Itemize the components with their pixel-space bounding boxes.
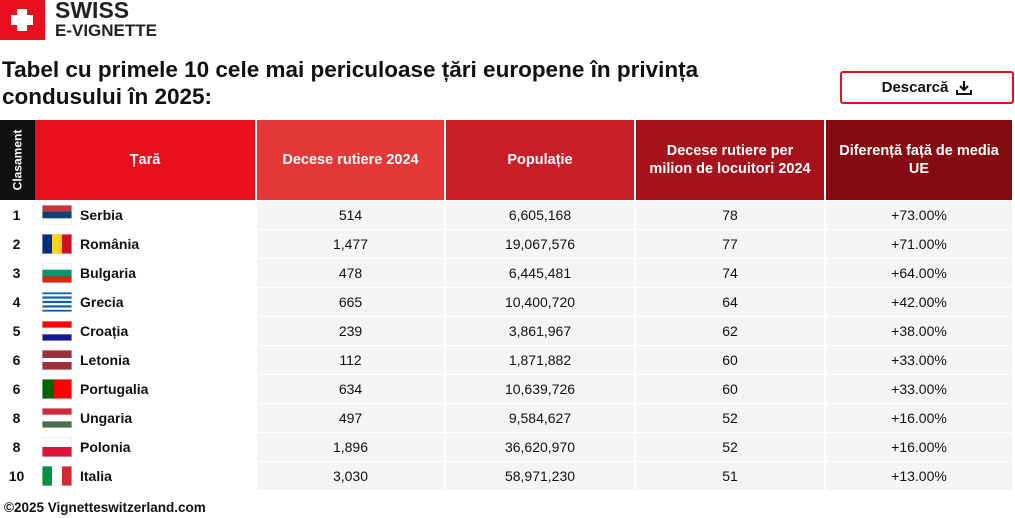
table-cell: 1 <box>0 201 33 229</box>
table-cell: 665 <box>257 288 444 316</box>
table-cell: 2 <box>0 230 33 258</box>
table-cell: +64.00% <box>826 259 1012 287</box>
table-cell: 478 <box>257 259 444 287</box>
column-header: Țară <box>35 120 255 200</box>
table-cell: 8 <box>0 433 33 461</box>
table-cell: 634 <box>257 375 444 403</box>
table-cell: 497 <box>257 404 444 432</box>
button-label: Descarcă <box>881 79 949 96</box>
table-cell: 10,400,720 <box>446 288 634 316</box>
table-cell: 3,861,967 <box>446 317 634 345</box>
table-cell: 64 <box>636 288 824 316</box>
flag-icon <box>42 437 72 457</box>
table-cell: +16.00% <box>826 433 1012 461</box>
table-cell: 4 <box>0 288 33 316</box>
table-cell: 62 <box>636 317 824 345</box>
title: Tabel cu primele 10 cele mai periculoase… <box>2 57 699 109</box>
table-cell: 112 <box>257 346 444 374</box>
table-cell: 3,030 <box>257 462 444 490</box>
table-cell: 60 <box>636 375 824 403</box>
table-cell: 1,871,882 <box>446 346 634 374</box>
logo-text: E-VIGNETTE <box>55 21 158 40</box>
table-cell: 19,067,576 <box>446 230 634 258</box>
flag-icon <box>42 263 72 283</box>
flag-icon <box>42 205 72 225</box>
column-header: Decese rutiere 2024 <box>257 120 444 200</box>
flag-icon <box>42 466 72 486</box>
table-cell: 60 <box>636 346 824 374</box>
table-cell: 77 <box>636 230 824 258</box>
table-cell: +33.00% <box>826 346 1012 374</box>
flag-icon <box>42 234 72 254</box>
table-cell: 36,620,970 <box>446 433 634 461</box>
column-header: Clasament <box>0 120 35 200</box>
flag-icon <box>42 379 72 399</box>
table-cell: 58,971,230 <box>446 462 634 490</box>
table-cell: +42.00% <box>826 288 1012 316</box>
table-cell: 8 <box>0 404 33 432</box>
table-cell: 1,896 <box>257 433 444 461</box>
table-cell: 5 <box>0 317 33 345</box>
table-cell: +38.00% <box>826 317 1012 345</box>
footer: ©2025 Vignetteswitzerland.com <box>4 500 206 515</box>
download-icon <box>956 80 973 95</box>
column-header: Populație <box>446 120 634 200</box>
flag-icon <box>42 350 72 370</box>
table-cell: +33.00% <box>826 375 1012 403</box>
flag-icon <box>42 321 72 341</box>
table-cell: 52 <box>636 433 824 461</box>
table-cell: 74 <box>636 259 824 287</box>
table-cell: 9,584,627 <box>446 404 634 432</box>
table-cell: +13.00% <box>826 462 1012 490</box>
table-cell: 514 <box>257 201 444 229</box>
table-cell: 3 <box>0 259 33 287</box>
download-button[interactable]: Descarcă <box>840 71 1014 104</box>
table-cell: 6,605,168 <box>446 201 634 229</box>
table-cell: 1,477 <box>257 230 444 258</box>
table-cell: 52 <box>636 404 824 432</box>
table-cell: 6 <box>0 346 33 374</box>
column-header: Diferență față de media UE <box>826 120 1012 200</box>
table-cell: 239 <box>257 317 444 345</box>
table-cell: +73.00% <box>826 201 1012 229</box>
column-header: Decese rutiere per milion de locuitori 2… <box>636 120 824 200</box>
table-cell: 10,639,726 <box>446 375 634 403</box>
flag-icon <box>42 292 72 312</box>
flag-icon <box>42 408 72 428</box>
table-cell: 51 <box>636 462 824 490</box>
table-cell: +16.00% <box>826 404 1012 432</box>
table-cell: 6,445,481 <box>446 259 634 287</box>
logo-icon <box>0 0 45 40</box>
table-cell: 78 <box>636 201 824 229</box>
table-cell: 6 <box>0 375 33 403</box>
logo-text: SWISS <box>55 0 130 23</box>
table-cell: +71.00% <box>826 230 1012 258</box>
column-header-text: Clasament <box>10 129 25 191</box>
table-cell: 10 <box>0 462 33 490</box>
